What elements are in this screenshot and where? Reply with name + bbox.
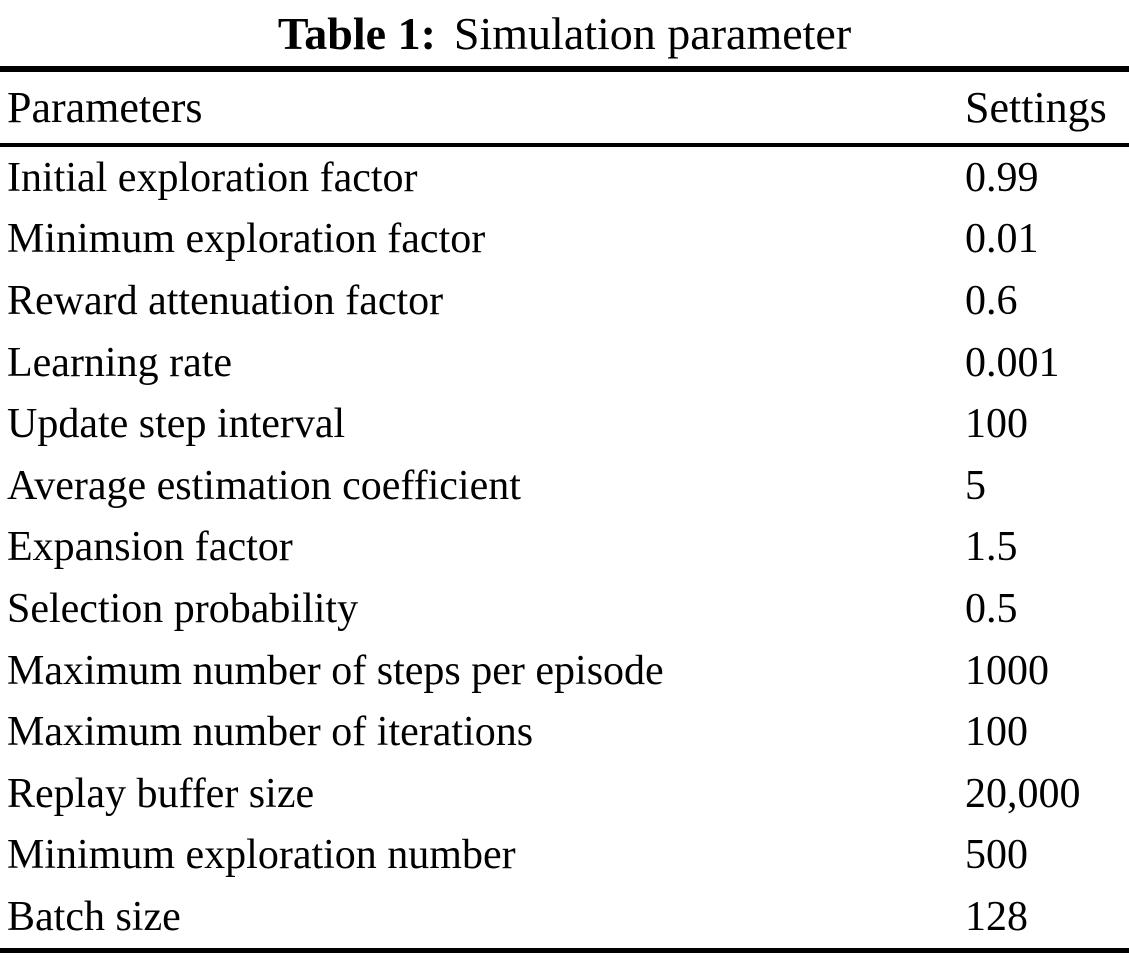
parameter-cell: Replay buffer size [7, 770, 315, 817]
setting-cell: 0.01 [965, 216, 1039, 263]
parameter-cell: Batch size [7, 893, 181, 940]
column-header-parameters: Parameters [7, 82, 203, 132]
table-row: Average estimation coefficient 5 [0, 455, 1129, 517]
table-body: Initial exploration factor 0.99 Minimum … [0, 147, 1129, 948]
parameter-cell: Initial exploration factor [7, 154, 418, 201]
setting-cell: 128 [965, 893, 1028, 940]
table-row: Maximum number of iterations 100 [0, 701, 1129, 763]
parameter-cell: Learning rate [7, 339, 233, 386]
parameter-cell: Minimum exploration factor [7, 216, 486, 263]
setting-cell: 20,000 [965, 770, 1081, 817]
table-row: Maximum number of steps per episode 1000 [0, 640, 1129, 702]
setting-cell: 1.5 [965, 524, 1018, 571]
table-bottom-rule [0, 947, 1129, 953]
table-header-rule [0, 143, 1129, 147]
setting-cell: 1000 [965, 647, 1049, 694]
setting-cell: 0.001 [965, 339, 1060, 386]
table-header-row: Parameters Settings [0, 72, 1129, 143]
setting-cell: 5 [965, 462, 986, 509]
parameter-cell: Expansion factor [7, 524, 293, 571]
parameter-cell: Average estimation coefficient [7, 462, 521, 509]
table-row: Reward attenuation factor 0.6 [0, 270, 1129, 332]
setting-cell: 0.6 [965, 277, 1018, 324]
table-row: Update step interval 100 [0, 393, 1129, 455]
table-row: Learning rate 0.001 [0, 332, 1129, 394]
parameter-cell: Maximum number of iterations [7, 709, 534, 756]
setting-cell: 0.5 [965, 585, 1018, 632]
table-row: Expansion factor 1.5 [0, 517, 1129, 579]
parameter-cell: Reward attenuation factor [7, 277, 444, 324]
table-caption: Table 1: Simulation parameter [0, 0, 1129, 66]
parameter-cell: Update step interval [7, 401, 346, 448]
parameter-cell: Maximum number of steps per episode [7, 647, 664, 694]
table-top-rule [0, 66, 1129, 72]
setting-cell: 100 [965, 709, 1028, 756]
table-row: Selection probability 0.5 [0, 578, 1129, 640]
table-row: Minimum exploration factor 0.01 [0, 209, 1129, 271]
table-row: Initial exploration factor 0.99 [0, 147, 1129, 209]
parameter-cell: Selection probability [7, 585, 359, 632]
table-caption-text: Simulation parameter [453, 7, 852, 59]
table-row: Batch size 128 [0, 886, 1129, 948]
parameter-cell: Minimum exploration number [7, 832, 516, 879]
setting-cell: 100 [965, 401, 1028, 448]
table-caption-label: Table 1: [277, 7, 436, 59]
setting-cell: 500 [965, 832, 1028, 879]
table-row: Replay buffer size 20,000 [0, 763, 1129, 825]
column-header-settings: Settings [965, 82, 1107, 132]
setting-cell: 0.99 [965, 154, 1039, 201]
table-row: Minimum exploration number 500 [0, 825, 1129, 887]
